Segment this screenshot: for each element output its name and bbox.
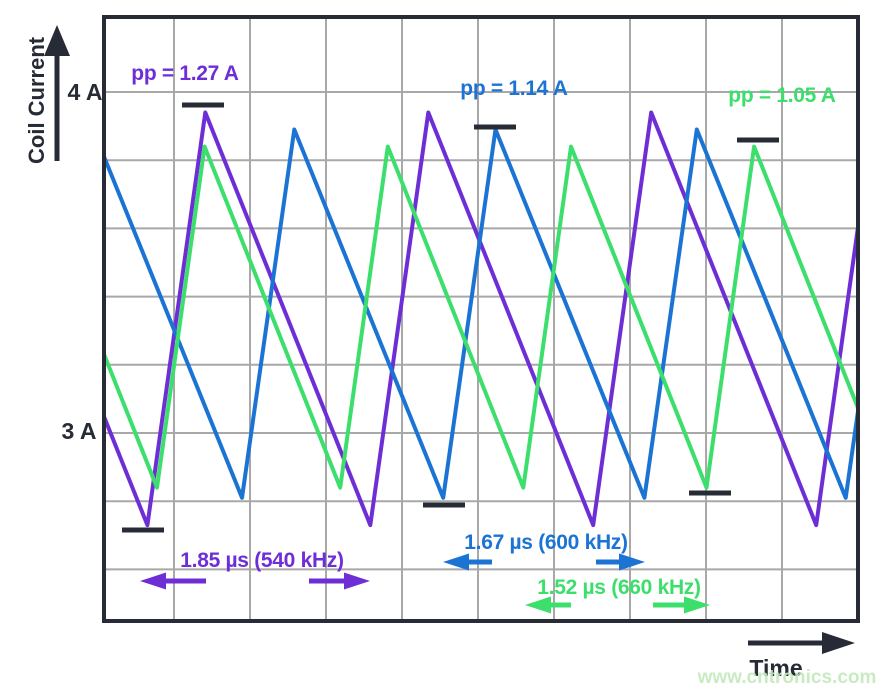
period-arrowhead-right-icon (619, 553, 645, 571)
y-tick-3a: 3 A (62, 418, 97, 444)
waveform-540khz (102, 110, 860, 528)
trough-marker-660khz (689, 490, 731, 496)
waveform-660khz (102, 144, 860, 490)
trough-marker-540khz (122, 527, 164, 533)
period-arrowhead-right-icon (344, 572, 370, 590)
plot-border (102, 15, 860, 623)
period-label-660khz: 1.52 µs (660 kHz) (537, 576, 700, 599)
waveforms (102, 110, 860, 528)
annotations: pp = 1.27 A 1.85 µs (540 kHz) pp = 1.14 A 1… (131, 62, 836, 614)
period-label-540khz: 1.85 µs (540 kHz) (180, 549, 343, 572)
trough-marker-600khz (423, 502, 465, 508)
pp-label-660khz: pp = 1.05 A (728, 84, 836, 107)
period-arrowhead-left-icon (140, 572, 166, 590)
period-arrowhead-right-icon (684, 596, 710, 614)
waveform-600khz (102, 127, 860, 500)
peak-marker-660khz (737, 137, 779, 143)
watermark: www.cntronics.com (697, 667, 877, 688)
pp-label-600khz: pp = 1.14 A (460, 77, 568, 100)
period-label-600khz: 1.67 µs (600 kHz) (464, 531, 627, 554)
y-axis-label: Coil Current (24, 36, 49, 164)
period-arrowhead-left-icon (525, 596, 551, 614)
peak-marker-540khz (182, 102, 224, 108)
peak-marker-600khz (474, 124, 516, 130)
pp-label-540khz: pp = 1.27 A (131, 62, 239, 85)
period-arrowhead-left-icon (443, 553, 469, 571)
pp-markers (122, 102, 779, 533)
y-axis-arrow-icon (44, 25, 70, 56)
x-axis-arrow-icon (822, 632, 855, 654)
x-axis-label: Time (749, 655, 802, 681)
y-tick-4a: 4 A (68, 79, 103, 105)
